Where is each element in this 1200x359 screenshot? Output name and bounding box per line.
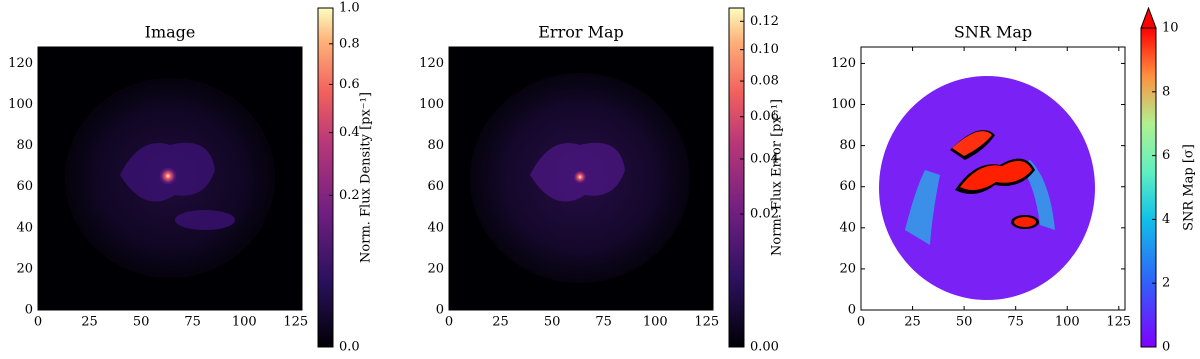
- colorbar-tick-label: 0.12: [750, 14, 779, 29]
- colorbar-tick-label: 0.0: [339, 340, 360, 355]
- panel-title: Error Map: [538, 23, 624, 42]
- y-tick-label: 40: [16, 220, 33, 235]
- colorbar-extend: [1140, 6, 1157, 29]
- x-tick-label: 0: [857, 315, 865, 330]
- x-tick-label: 50: [544, 315, 561, 330]
- colorbar-tick-label: 0.10: [750, 42, 779, 57]
- colorbar-tick-label: 6: [1162, 148, 1170, 163]
- colorbar-tick-label: 8: [1162, 84, 1170, 99]
- y-tick-label: 20: [16, 261, 33, 276]
- snr-region: [905, 170, 940, 245]
- colorbar: [728, 7, 745, 348]
- emission: [175, 210, 235, 230]
- snr-region: [952, 131, 992, 156]
- x-tick-label: 25: [492, 315, 509, 330]
- colorbar-label: Norm. Flux Density [px⁻¹]: [359, 92, 374, 263]
- colorbar: [1140, 27, 1157, 348]
- y-tick-label: 40: [839, 220, 856, 235]
- x-tick-label: 125: [283, 315, 308, 330]
- y-tick-label: 60: [427, 179, 444, 194]
- axes-frame: [37, 46, 303, 311]
- x-tick-label: 75: [1007, 315, 1024, 330]
- x-tick-label: 100: [643, 315, 668, 330]
- y-tick-label: 100: [419, 97, 444, 112]
- colorbar-tick-label: 4: [1162, 212, 1170, 227]
- bright-core: [572, 169, 588, 185]
- x-tick-label: 100: [1055, 315, 1080, 330]
- colorbar-tick-label: 0.00: [750, 340, 779, 355]
- panel-title: Image: [145, 23, 196, 42]
- snr-region: [1014, 217, 1036, 227]
- colorbar: [317, 7, 334, 348]
- snr-region: [1020, 160, 1055, 230]
- colorbar-tick-label: 0.8: [339, 36, 360, 51]
- bright-core: [158, 166, 178, 186]
- y-tick-label: 20: [427, 261, 444, 276]
- y-tick-label: 0: [436, 303, 444, 318]
- y-tick-label: 100: [8, 97, 33, 112]
- x-tick-label: 50: [956, 315, 973, 330]
- colorbar-label: Norm. Flux Error [px⁻¹]: [770, 99, 785, 256]
- panel: [38, 47, 302, 310]
- colorbar-tick-label: 0.2: [339, 188, 360, 203]
- panel: [879, 76, 1095, 300]
- colorbar-tick-label: 0: [1162, 340, 1170, 355]
- y-tick-label: 60: [16, 179, 33, 194]
- y-tick-label: 120: [419, 56, 444, 71]
- x-tick-label: 75: [595, 315, 612, 330]
- x-tick-label: 75: [184, 315, 201, 330]
- y-tick-label: 80: [839, 138, 856, 153]
- snr-region: [960, 160, 1032, 191]
- y-tick-label: 60: [839, 179, 856, 194]
- colorbar-tick-label: 0.02: [750, 207, 779, 222]
- colorbar-tick-label: 10: [1162, 21, 1179, 36]
- x-tick-label: 0: [34, 315, 42, 330]
- x-tick-label: 50: [133, 315, 150, 330]
- x-tick-label: 125: [694, 315, 719, 330]
- y-tick-label: 80: [427, 138, 444, 153]
- colorbar-tick-label: 1.0: [339, 1, 360, 16]
- colorbar-tick-label: 0.08: [750, 74, 779, 89]
- x-tick-label: 25: [904, 315, 921, 330]
- x-tick-label: 0: [445, 315, 453, 330]
- colorbar-tick-label: 0.04: [750, 151, 779, 166]
- y-tick-label: 100: [831, 97, 856, 112]
- y-tick-label: 20: [839, 261, 856, 276]
- axes-frame: [860, 46, 1126, 311]
- y-tick-label: 40: [427, 220, 444, 235]
- colorbar-tick-label: 0.4: [339, 125, 360, 140]
- colorbar-label: SNR Map [σ]: [1182, 144, 1197, 231]
- y-tick-label: 120: [8, 56, 33, 71]
- colorbar-tick-label: 0.6: [339, 77, 360, 92]
- y-tick-label: 0: [848, 303, 856, 318]
- colorbar-tick-label: 0.06: [750, 109, 779, 124]
- panel-title: SNR Map: [954, 23, 1032, 42]
- colorbar-tick-label: 2: [1162, 276, 1170, 291]
- y-tick-label: 120: [831, 56, 856, 71]
- x-tick-label: 25: [81, 315, 98, 330]
- y-tick-label: 0: [25, 303, 33, 318]
- x-tick-label: 100: [232, 315, 257, 330]
- y-tick-label: 80: [16, 138, 33, 153]
- panel: [449, 47, 713, 310]
- axes-frame: [448, 46, 714, 311]
- x-tick-label: 125: [1106, 315, 1131, 330]
